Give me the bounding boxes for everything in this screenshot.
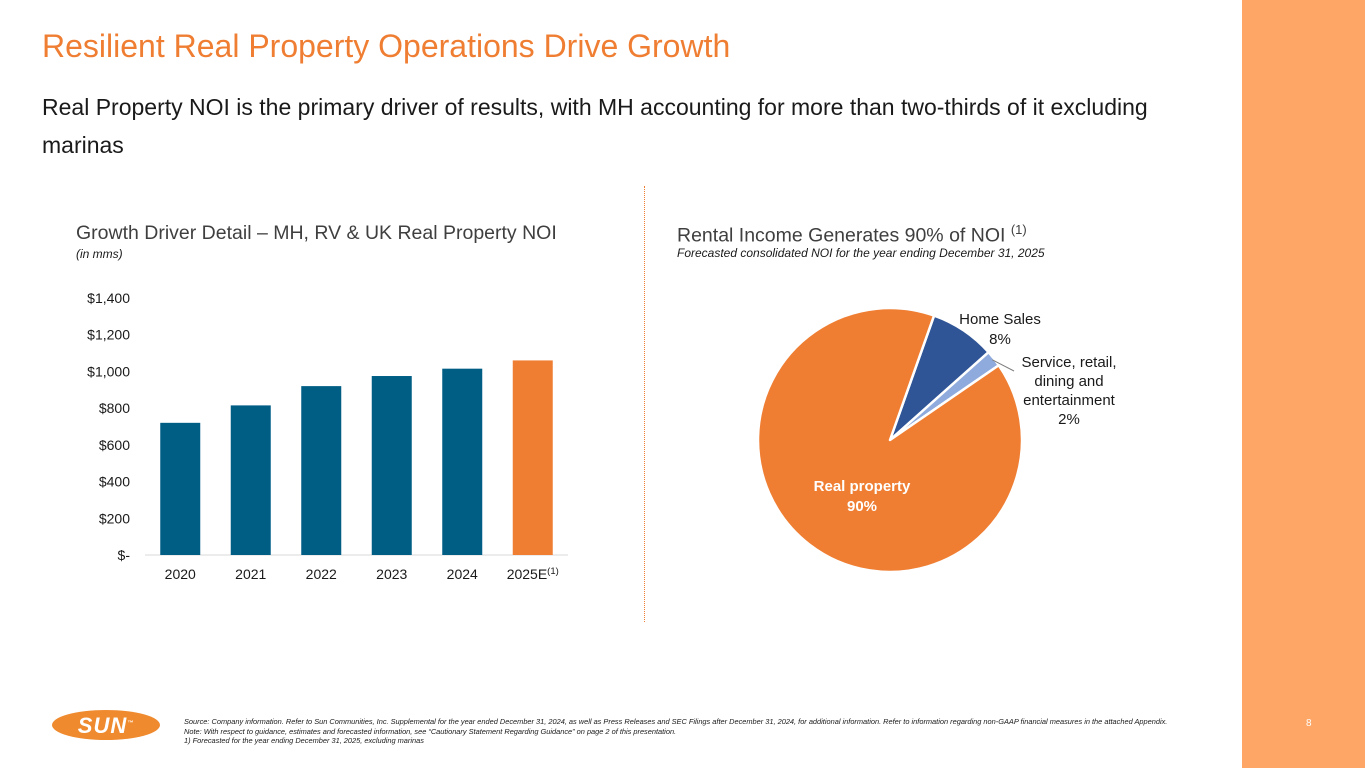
x-tick-label: 2024 [447,566,478,582]
bar-2024 [442,368,483,555]
pie-slice-real-property [756,306,1024,574]
x-tick-label: 2020 [165,566,196,582]
y-tick-label: $- [118,547,131,563]
page-subtitle: Real Property NOI is the primary driver … [42,94,1148,158]
pie-chart-title-footnote: (1) [1010,222,1027,237]
y-tick-label: $800 [99,400,130,416]
sun-logo-text: SUN [77,713,128,738]
service-leader-line [992,359,1015,372]
y-tick-label: $600 [99,437,130,453]
y-tick-label: $1,400 [87,290,130,306]
page-title: Resilient Real Property Operations Drive… [42,28,731,64]
y-tick-label: $200 [99,510,130,526]
y-tick-label: $400 [99,474,130,490]
pie-chart-subtitle: Forecasted consolidated NOI for the year… [677,246,1045,260]
right-accent-band [1242,0,1365,768]
footnote-note: Note: With respect to guidance, estimate… [184,726,677,736]
bar-2020 [160,422,201,555]
page-number: 8 [1306,718,1312,729]
bar-chart-unit: (in mms) [76,247,123,261]
panel-divider [644,186,645,622]
pie-label-home-sales: Home Sales [959,311,1041,328]
pie-label-home-sales: 8% [989,331,1011,348]
bar-2025E [512,360,553,555]
pie-label-real-property: 90% [847,498,877,515]
sun-logo-trademark: ™ [127,720,135,727]
x-tick-footnote: (1) [547,566,559,577]
pie-label-service-retail: dining and [1034,373,1103,390]
pie-label-service-retail: entertainment [1023,392,1116,409]
pie-chart-title-text: Rental Income Generates 90% of NOI [677,224,1006,247]
sun-logo: SUN™ [52,710,160,740]
x-tick-label: 2023 [376,566,407,582]
pie-label-service-retail: Service, retail, [1021,354,1116,371]
bar-chart-title: Growth Driver Detail – MH, RV & UK Real … [76,222,557,244]
footnote-source: Source: Company information. Refer to Su… [184,717,1168,726]
pie-chart-title: Rental Income Generates 90% of NOI (1) [677,222,1027,248]
footnotes: Source: Company information. Refer to Su… [184,717,1234,746]
bar-2023 [371,376,412,555]
x-tick-label: 2022 [306,566,337,582]
y-tick-label: $1,200 [87,327,130,343]
x-tick-label: 2021 [235,566,266,582]
bar-2021 [230,405,271,555]
y-tick-label: $1,000 [87,363,130,379]
x-tick-label: 2025E(1) [507,566,559,582]
pie-label-real-property: Real property [814,478,911,495]
bar-2022 [301,386,342,555]
pie-label-service-retail: 2% [1058,411,1080,428]
footnote-1: 1) Forecasted for the year ending Decemb… [184,736,424,745]
